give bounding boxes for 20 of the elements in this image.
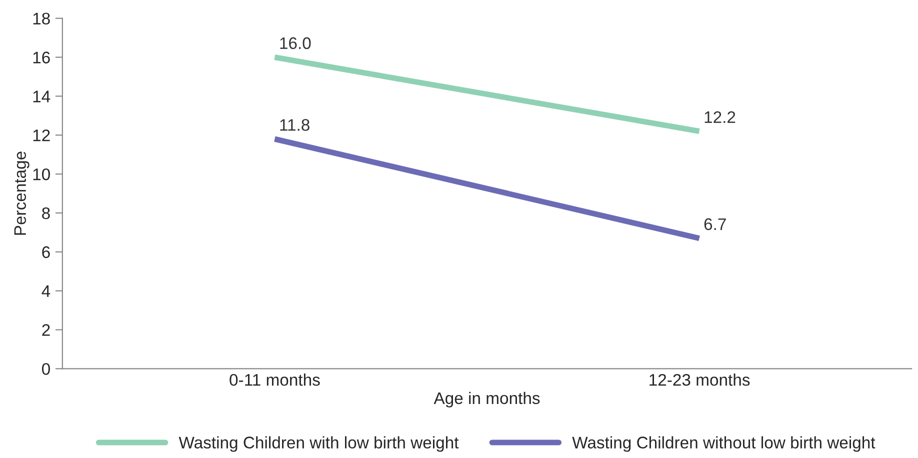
y-tick-label: 16 [33, 52, 50, 64]
y-tick-label: 4 [42, 285, 50, 297]
data-label: 6.7 [704, 218, 726, 230]
y-tick-label: 0 [42, 363, 50, 375]
y-tick-label: 6 [42, 246, 50, 258]
legend-label: Wasting Children with low birth weight [178, 436, 459, 452]
legend-label: Wasting Children without low birth weight [572, 436, 876, 452]
x-axis-title: Age in months [434, 392, 540, 408]
data-label: 11.8 [280, 119, 310, 131]
y-tick-label: 10 [33, 168, 50, 180]
data-label: 16.0 [280, 37, 311, 50]
y-tick-label: 8 [42, 207, 50, 220]
y-tick-label: 18 [33, 12, 50, 25]
y-tick-label: 2 [42, 324, 50, 336]
data-label: 12.2 [704, 111, 736, 123]
y-tick-label: 14 [33, 90, 50, 102]
x-tick-label: 0-11 months [230, 374, 320, 386]
x-tick-label: 12-23 months [650, 374, 750, 386]
y-axis-title: Percentage [14, 152, 30, 235]
y-tick-label: 12 [33, 130, 50, 142]
